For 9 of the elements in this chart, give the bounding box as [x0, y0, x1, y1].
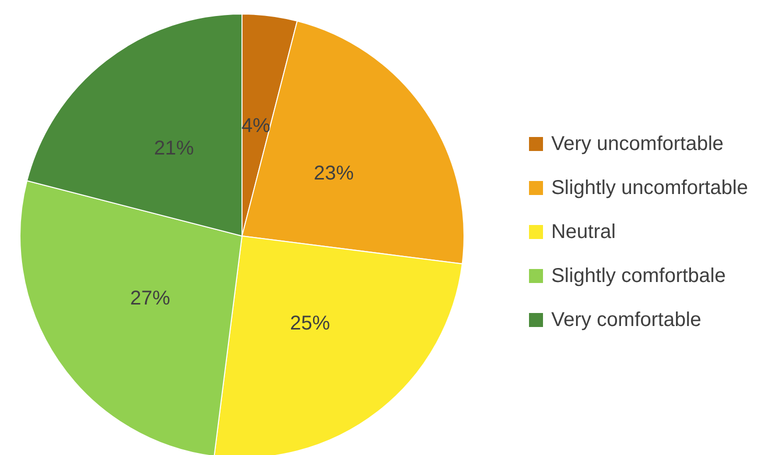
- legend-label: Very comfortable: [551, 308, 702, 332]
- data-label: 25%: [290, 312, 330, 335]
- data-label: 23%: [314, 162, 354, 185]
- legend-label: Slightly uncomfortable: [551, 176, 748, 200]
- data-label: 21%: [154, 137, 194, 160]
- legend-label: Neutral: [551, 220, 616, 244]
- legend-label: Very uncomfortable: [551, 132, 724, 156]
- data-label: 27%: [130, 287, 170, 310]
- legend-label: Slightly comfortbale: [551, 264, 726, 288]
